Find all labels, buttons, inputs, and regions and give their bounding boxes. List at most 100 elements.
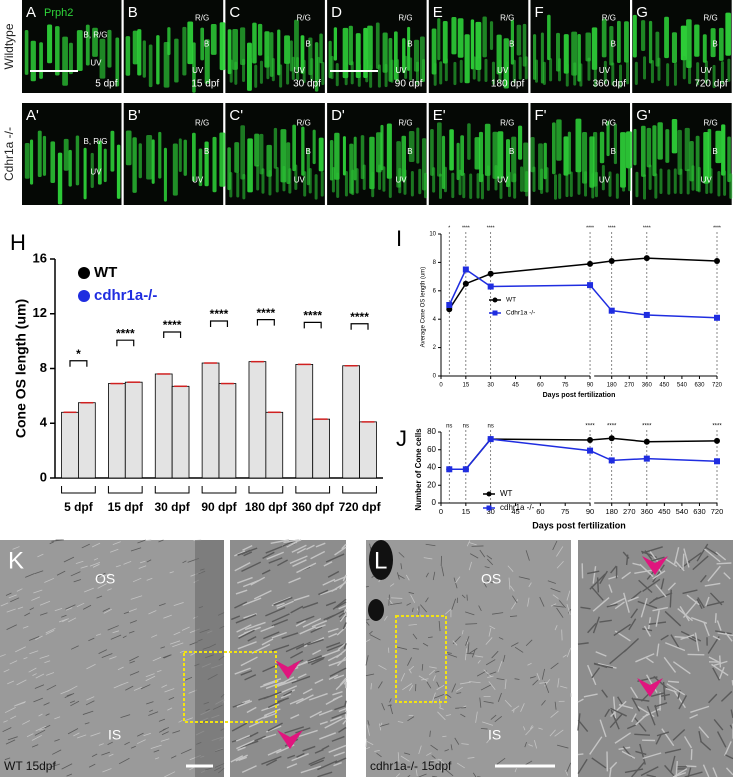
significance-label: ****	[487, 225, 495, 231]
membrane-stroke	[342, 574, 347, 582]
membrane-stroke	[334, 674, 345, 680]
membrane-stroke	[65, 607, 73, 611]
membrane-stroke	[669, 589, 672, 608]
membrane-stroke	[164, 688, 175, 693]
membrane-stroke	[646, 657, 654, 664]
membrane-stroke	[631, 713, 637, 723]
membrane-stroke	[617, 696, 623, 705]
membrane-stroke	[344, 710, 347, 720]
membrane-stroke	[601, 689, 608, 698]
membrane-stroke	[599, 719, 607, 738]
membrane-stroke	[489, 625, 496, 630]
cone-segment	[587, 57, 591, 81]
layer-label: UV	[192, 66, 204, 75]
significance-label: ****	[586, 225, 594, 231]
layer-label: UV	[294, 66, 306, 75]
y-tick-label: 0	[433, 374, 437, 380]
series-line	[449, 438, 718, 471]
category-bracket	[107, 486, 143, 494]
membrane-stroke	[631, 697, 641, 712]
membrane-stroke	[614, 732, 632, 744]
cone-segment	[146, 135, 153, 180]
cone-segment	[476, 173, 480, 199]
membrane-stroke	[45, 630, 55, 635]
layer-label: UV	[599, 66, 611, 75]
bar	[61, 411, 79, 479]
membrane-stroke	[391, 597, 403, 599]
membrane-stroke	[709, 592, 723, 606]
membrane-stroke	[430, 744, 438, 751]
cone-segment	[451, 172, 455, 199]
cone-segment	[302, 59, 306, 83]
membrane-stroke	[525, 726, 534, 736]
em-caption: WT 15dpf	[4, 759, 56, 773]
membrane-stroke	[56, 570, 66, 576]
membrane-stroke	[400, 563, 403, 570]
cone-segment	[603, 60, 607, 85]
membrane-stroke	[648, 597, 658, 605]
membrane-stroke	[451, 683, 457, 693]
membrane-stroke	[504, 679, 507, 690]
membrane-stroke	[331, 581, 347, 592]
membrane-stroke	[491, 650, 499, 659]
membrane-stroke	[343, 608, 347, 613]
cone-segment	[172, 143, 178, 196]
membrane-stroke	[425, 572, 429, 578]
membrane-stroke	[664, 748, 682, 754]
membrane-stroke	[656, 731, 670, 737]
cone-segment	[477, 58, 481, 82]
membrane-stroke	[497, 692, 502, 702]
membrane-stroke	[172, 730, 181, 734]
cone-segment	[627, 165, 631, 192]
membrane-stroke	[266, 551, 284, 560]
membrane-stroke	[486, 555, 493, 560]
cone-segment	[384, 63, 388, 88]
membrane-stroke	[331, 735, 345, 742]
membrane-stroke	[485, 659, 496, 666]
cone-segment	[704, 60, 708, 84]
membrane-stroke	[326, 641, 341, 649]
cone-segment	[301, 126, 305, 176]
membrane-stroke	[2, 727, 12, 733]
cone-segment	[666, 63, 670, 87]
cone-segment	[486, 165, 490, 191]
x-tick-label: 15	[462, 507, 470, 516]
membrane-stroke	[181, 626, 190, 631]
membrane-stroke	[35, 635, 43, 641]
point	[587, 282, 594, 289]
cone-segment	[498, 59, 502, 83]
cone-segment	[694, 24, 700, 57]
layer-label: B	[509, 147, 514, 156]
cone-segment	[268, 170, 272, 196]
membrane-stroke	[333, 751, 345, 757]
membrane-stroke	[241, 549, 251, 555]
membrane-stroke	[49, 541, 54, 545]
membrane-stroke	[725, 767, 733, 776]
membrane-stroke	[299, 626, 317, 635]
membrane-stroke	[370, 683, 372, 690]
membrane-stroke	[12, 546, 20, 550]
cone-segment	[437, 18, 441, 61]
layer-label: B	[204, 40, 209, 49]
cone-segment	[626, 61, 630, 85]
membrane-stroke	[75, 560, 84, 565]
membrane-stroke	[653, 675, 669, 691]
cone-segment	[410, 171, 414, 197]
point	[587, 260, 594, 267]
membrane-stroke	[599, 619, 612, 623]
membrane-stroke	[263, 631, 280, 640]
membrane-stroke	[639, 563, 654, 578]
y-tick-label: 0	[40, 469, 47, 484]
cone-segment	[137, 29, 142, 76]
cone-segment	[673, 168, 677, 194]
y-tick-label: 80	[427, 427, 436, 436]
membrane-stroke	[711, 663, 729, 677]
cone-segment	[657, 57, 661, 81]
layer-label: B	[407, 40, 412, 49]
membrane-stroke	[554, 701, 557, 710]
membrane-stroke	[630, 590, 642, 600]
membrane-stroke	[45, 627, 56, 634]
cone-segment	[331, 167, 335, 193]
membrane-stroke	[261, 569, 271, 575]
membrane-stroke	[683, 736, 693, 749]
